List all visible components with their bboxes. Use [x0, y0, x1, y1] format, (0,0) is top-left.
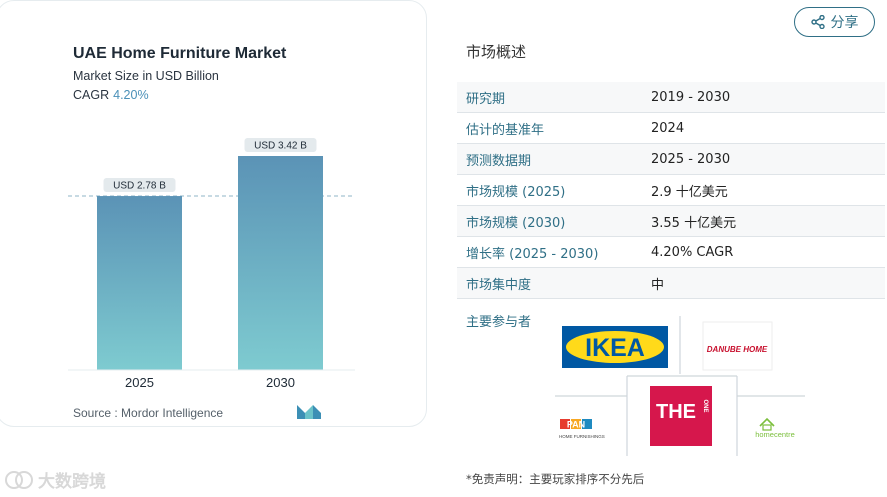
market-overview-table: 研究期 2019 - 2030 估计的基准年 2024 预测数据期 2025 -… — [457, 82, 885, 299]
row-value: 中 — [651, 277, 665, 293]
bar-2030 — [238, 156, 323, 370]
table-row: 估计的基准年 2024 — [457, 113, 885, 144]
homecentre-logo: homecentre — [755, 417, 795, 439]
cagr-value: 4.20% — [113, 88, 149, 102]
share-button[interactable]: 分享 — [794, 7, 875, 37]
pan-sub-text: HOME FURNISHINGS — [559, 434, 605, 439]
row-value: 4.20% CAGR — [651, 244, 734, 260]
danube-text: DANUBE HOME — [707, 345, 768, 354]
table-row: 市场规模 (2030) 3.55 十亿美元 — [457, 206, 885, 237]
chart-subtitle: Market Size in USD Billion — [73, 69, 219, 83]
row-value: 2019 - 2030 — [651, 89, 731, 105]
watermark: 大数跨境 — [4, 467, 106, 492]
data-label-bg — [103, 178, 176, 193]
theone-text: THE — [656, 401, 696, 423]
bar-2025 — [97, 196, 182, 370]
table-row: 研究期 2019 - 2030 — [457, 82, 885, 113]
row-label: 估计的基准年 — [466, 122, 545, 138]
home-roof-icon — [759, 417, 775, 427]
data-label-bg — [244, 138, 317, 152]
row-label: 研究期 — [466, 91, 506, 107]
market-chart-card — [0, 0, 427, 427]
danube-home-logo: DANUBE HOME — [702, 321, 773, 371]
table-row: 预测数据期 2025 - 2030 — [457, 144, 885, 175]
key-players-logos: IKEA DANUBE HOME PAN HOME FURNISHINGS TH… — [555, 316, 805, 456]
data-label: USD 2.78 B — [113, 181, 166, 192]
bar-chart: USD 2.78 B 2025 USD 3.42 B 2030 — [68, 138, 355, 390]
the-one-logo: THE ONE — [650, 386, 712, 446]
table-row: 市场集中度 中 — [457, 268, 885, 299]
cagr-label: CAGR — [73, 88, 110, 102]
disclaimer-note: *免责声明：主要玩家排序不分先后 — [466, 472, 645, 486]
ikea-logo: IKEA — [562, 326, 668, 368]
row-value: 2025 - 2030 — [651, 151, 731, 167]
chart-title: UAE Home Furniture Market — [73, 45, 287, 62]
homecentre-text: homecentre — [755, 430, 795, 439]
pan-text: PAN — [567, 420, 585, 430]
row-label: 增长率 (2025 - 2030) — [466, 246, 599, 262]
row-value: 2024 — [651, 120, 685, 136]
row-label: 市场集中度 — [466, 277, 532, 293]
chart-source: Source : Mordor Intelligence — [73, 406, 224, 420]
watermark-text: 大数跨境 — [38, 472, 106, 492]
pan-home-logo: PAN HOME FURNISHINGS — [559, 419, 605, 439]
data-label: USD 3.42 B — [254, 141, 307, 152]
x-tick-label: 2030 — [266, 375, 295, 390]
share-icon — [810, 15, 825, 29]
row-label: 市场规模 (2030) — [466, 215, 566, 231]
chart-cagr: CAGR 4.20% — [73, 88, 149, 102]
key-players-label: 主要参与者 — [466, 315, 532, 330]
table-row: 增长率 (2025 - 2030) 4.20% CAGR — [457, 237, 885, 268]
table-row: 市场规模 (2025) 2.9 十亿美元 — [457, 175, 885, 206]
row-label: 预测数据期 — [466, 153, 532, 169]
row-value: 3.55 十亿美元 — [651, 215, 737, 231]
watermark-logo-icon — [5, 470, 33, 489]
row-label: 市场规模 (2025) — [466, 184, 566, 200]
ikea-text: IKEA — [585, 334, 645, 362]
mordor-logo-icon — [297, 405, 321, 419]
overview-title: 市场概述 — [466, 43, 527, 61]
share-label: 分享 — [830, 15, 859, 31]
x-tick-label: 2025 — [125, 375, 154, 390]
theone-one-text: ONE — [702, 399, 708, 412]
row-value: 2.9 十亿美元 — [651, 184, 728, 200]
